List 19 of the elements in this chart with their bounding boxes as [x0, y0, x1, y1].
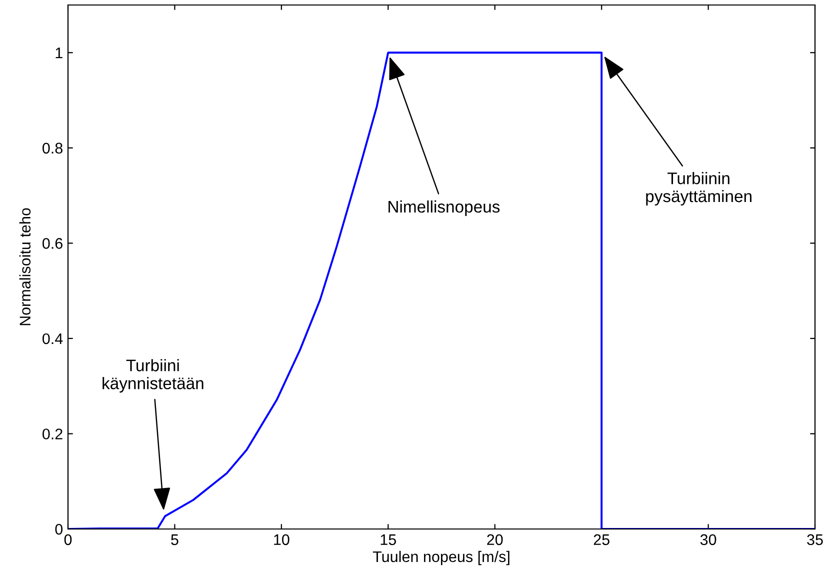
x-tick-label: 35	[807, 534, 823, 546]
x-tick-label: 0	[64, 534, 72, 546]
annotation: Turbiini käynnistetään	[102, 359, 204, 393]
annotation: Nimellisnopeus	[388, 200, 500, 216]
y-tick-label: 0.6	[42, 238, 62, 249]
x-axis-title: Tuulen nopeus [m/s]	[372, 550, 510, 566]
y-tick-label: 1	[56, 48, 62, 58]
y-tick-label: 0	[55, 524, 63, 535]
y-tick-label: 0.2	[42, 428, 62, 440]
x-tick-label: 25	[594, 534, 610, 546]
x-tick-label: 15	[380, 534, 396, 546]
y-tick-label: 0.8	[42, 142, 62, 154]
annotation: Turbiinin pysäyttäminen	[646, 172, 752, 206]
x-tick-label: 30	[700, 534, 716, 546]
y-tick-label: 0.4	[42, 333, 63, 344]
x-tick-label: 20	[487, 534, 503, 546]
y-axis-title: Normalisoitu teho	[19, 208, 31, 326]
x-tick-label: 10	[274, 534, 290, 546]
x-tick-label: 5	[171, 534, 178, 546]
